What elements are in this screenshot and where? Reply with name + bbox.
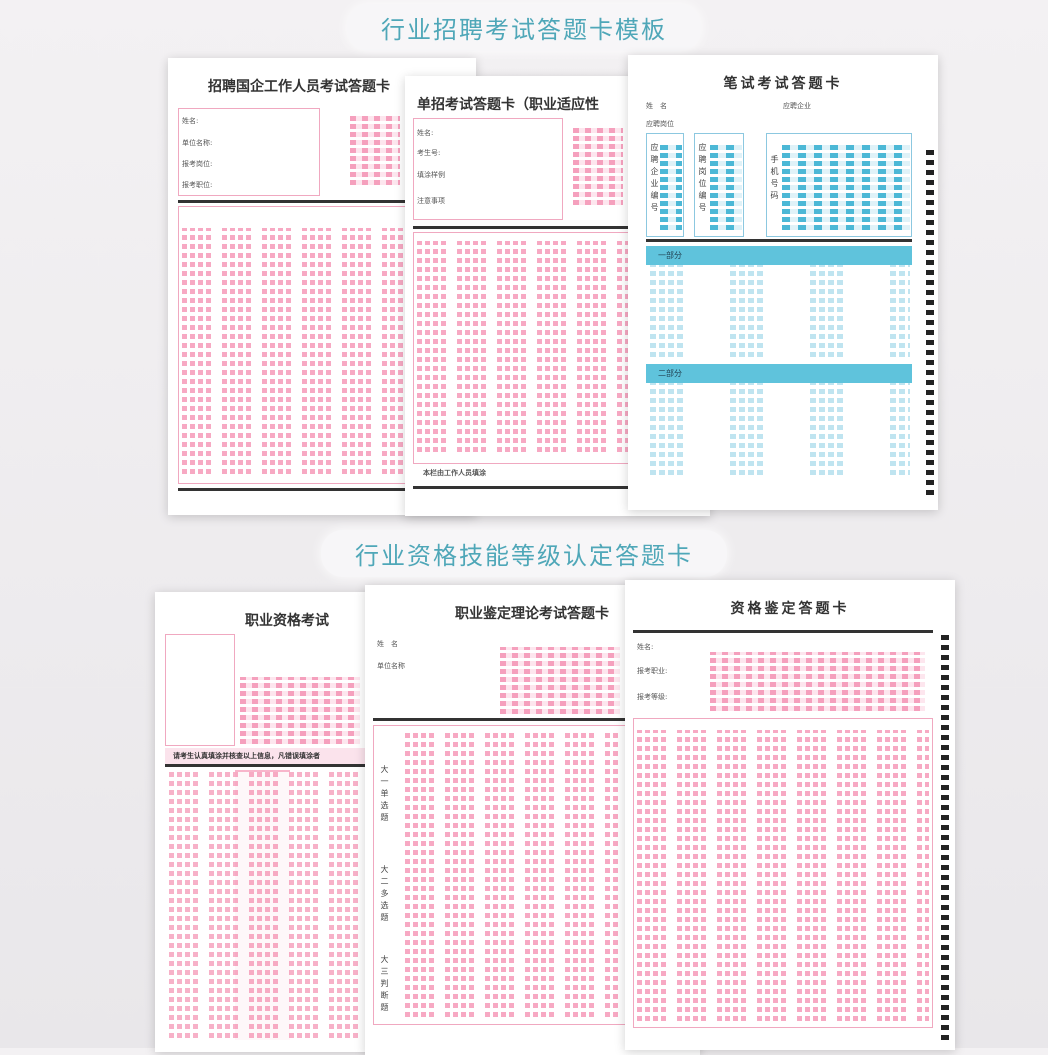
info-box [413,118,563,220]
field-label: 姓 名 [646,102,667,110]
field-label: 报考等级: [637,693,668,701]
section-label: 大三判断题 [380,955,389,1015]
field-label: 姓名: [417,129,434,137]
card-title: 单招考试答题卡（职业适应性 [417,97,599,113]
id-bubble-grid [573,128,623,208]
column-label: 应聘企业编号 [650,143,659,215]
timing-bar [633,630,933,633]
section-label: 大二多选题 [380,865,389,925]
field-label: 报考职业: [637,667,668,675]
field-label: 单位名称: [182,139,213,147]
column-label: 手机号码 [770,155,779,203]
info-box [178,108,320,196]
field-label: 应聘企业 [783,102,811,110]
timing-bar [178,488,476,491]
id-bubble-grid [660,145,682,233]
field-label: 单位名称 [377,662,405,670]
field-label: 报考岗位: [182,160,213,168]
timing-bar [413,486,710,489]
field-label: 应聘岗位 [646,120,674,128]
timing-bar [178,200,476,203]
column-box [646,133,684,237]
card-title: 笔试考试答题卡 [723,76,843,92]
column-box [694,133,744,237]
section-header: 一部分 [646,246,912,265]
timing-bar [165,764,465,767]
timing-bar [373,718,693,721]
id-bubble-grid [710,145,742,233]
card-title: 招聘国企工作人员考试答题卡 [208,79,390,95]
section-heading-qualification: 行业资格技能等级认定答题卡 [321,530,727,577]
timing-marks [926,145,934,495]
answer-bubbles [637,730,929,1025]
section-header: 二部分 [646,364,912,383]
id-bubble-grid [350,113,400,188]
info-box [165,634,235,746]
timing-bar [413,226,710,229]
id-bubble-grid [782,145,910,233]
field-label: 注意事项 [417,197,445,205]
field-label: 姓名: [637,643,654,651]
field-label: 考生号: [417,149,441,157]
answer-area [413,232,710,464]
field-label: 填涂样例 [417,171,445,179]
answer-bubbles [650,383,910,479]
answer-bubbles [650,265,910,361]
card-title: 职业资格考试 [245,613,329,629]
answer-area [633,718,933,1028]
section-label: 大一单选题 [380,765,389,825]
section-heading-recruitment: 行业招聘考试答题卡模板 [347,4,701,51]
answer-area [178,206,476,484]
answer-bubbles [405,731,620,1021]
id-bubble-grid [240,677,360,747]
timing-marks [941,630,949,1040]
field-label: 姓 名 [377,640,398,648]
answer-card-qualification-appraisal: 资格鉴定答题卡 姓名: 报考职业: 报考等级: [625,580,955,1050]
column-label: 应聘岗位编号 [698,143,707,215]
notice-text: 请考生认真填涂并核查以上信息，凡错误填涂者 [165,748,365,764]
column-box [766,133,912,237]
field-label: 姓名: [182,117,199,125]
card-title: 资格鉴定答题卡 [730,601,850,617]
id-bubble-grid [710,652,925,714]
id-bubble-grid [500,647,620,717]
staff-only-label: 本栏由工作人员填涂 [423,469,486,477]
answer-card-written-exam: 笔试考试答题卡 姓 名 应聘企业 应聘岗位 应聘企业编号 应聘岗位编号 手机号码… [628,55,938,510]
field-label: 报考职位: [182,181,213,189]
timing-bar [646,239,912,242]
card-title: 职业鉴定理论考试答题卡 [455,606,609,622]
